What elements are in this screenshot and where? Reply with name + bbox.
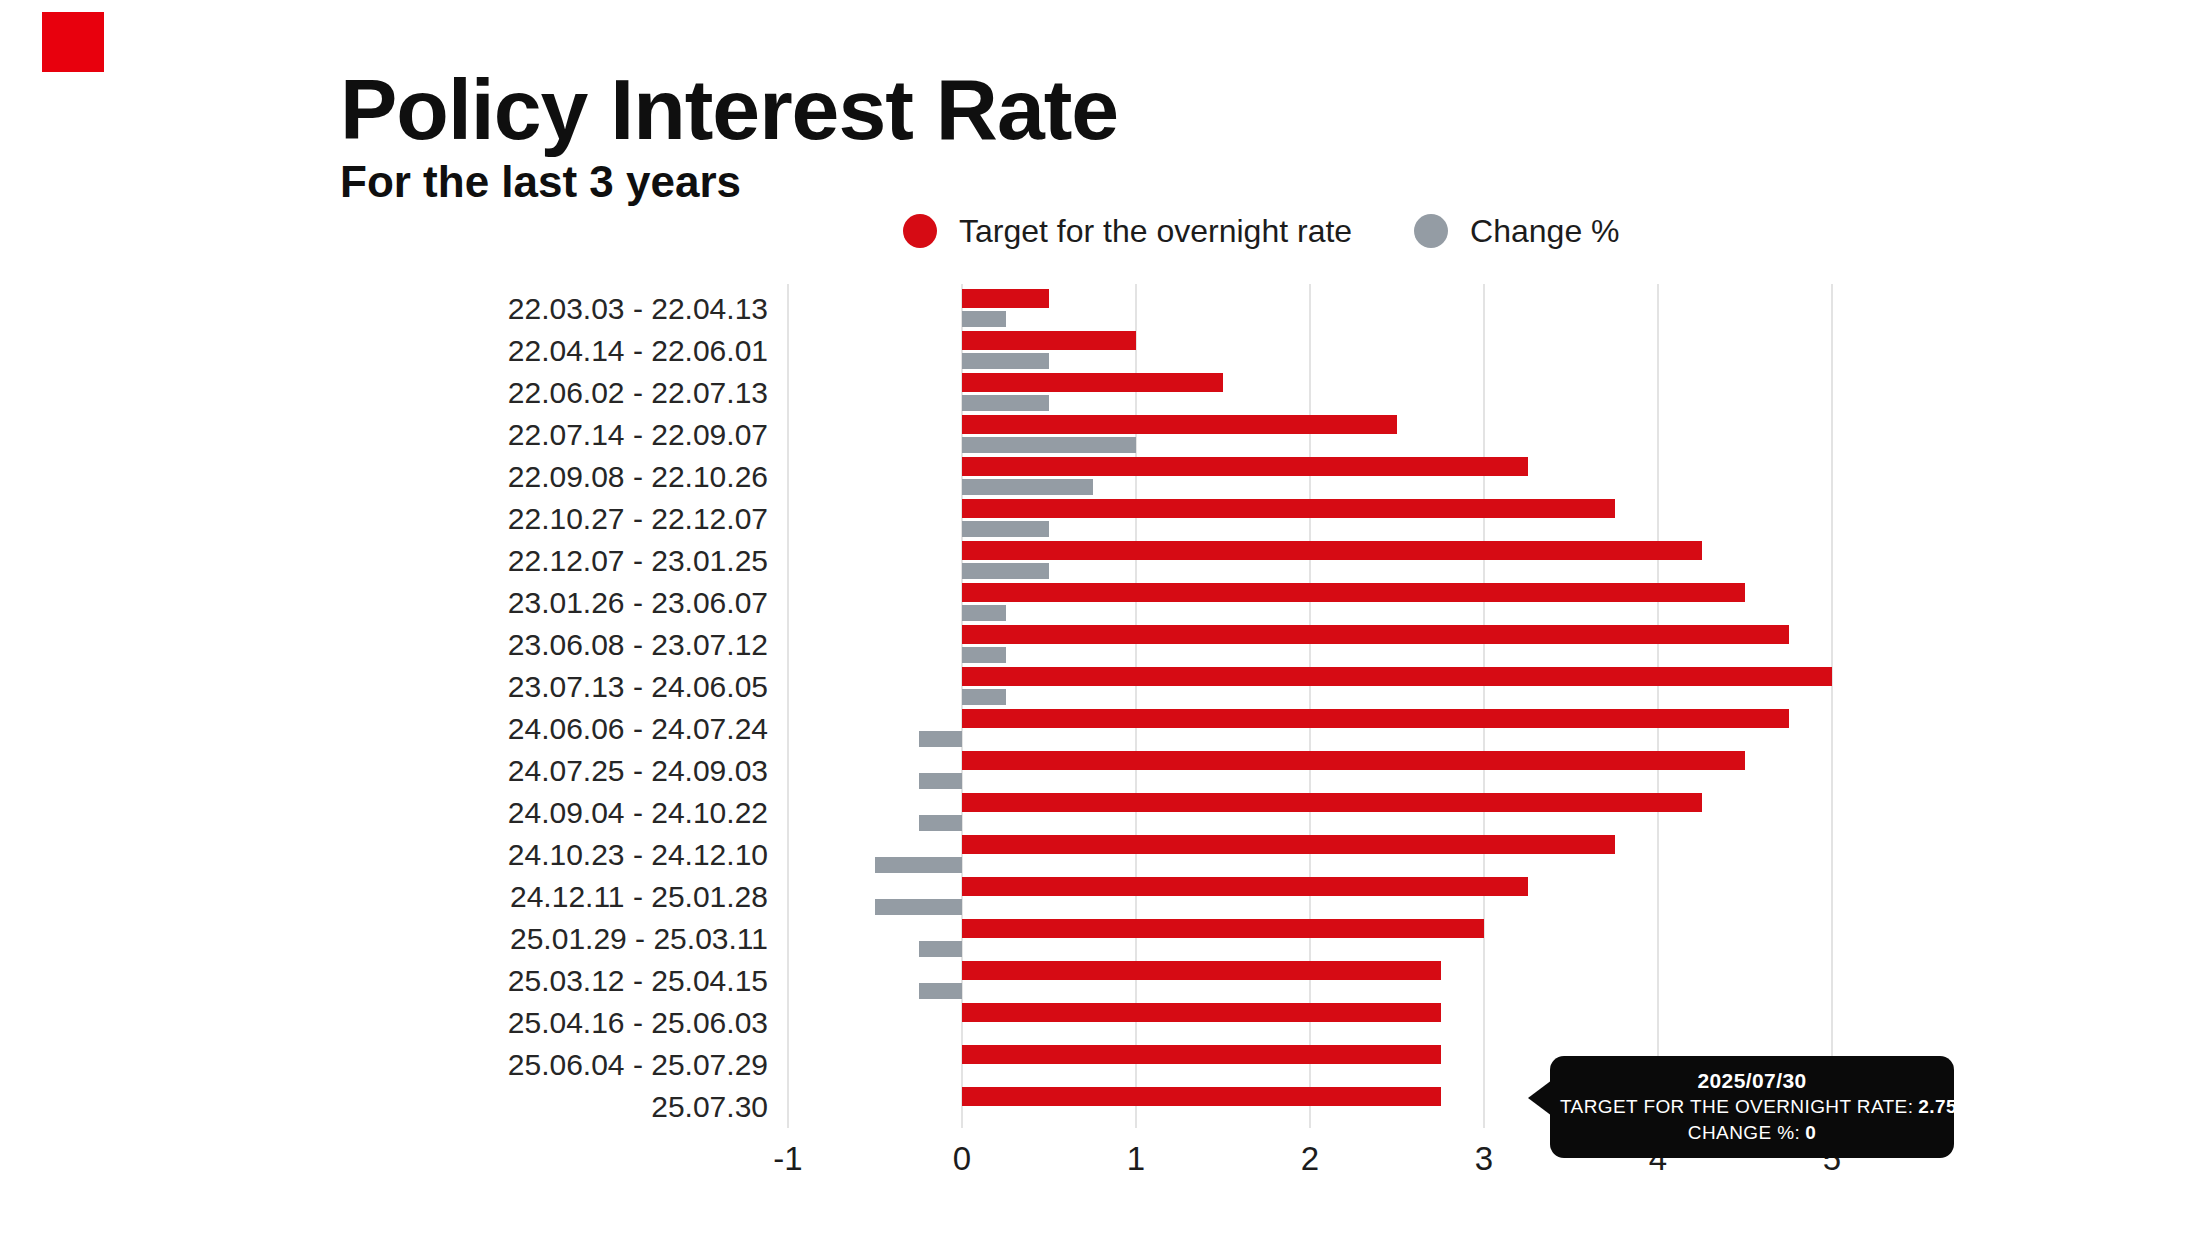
change-bar[interactable] — [919, 731, 963, 747]
legend-item-change[interactable]: Change % — [1414, 214, 1619, 248]
target-bar[interactable] — [962, 1087, 1441, 1106]
target-bar[interactable] — [962, 709, 1789, 728]
grid-line — [1483, 284, 1485, 1128]
category-label: 24.10.23 - 24.12.10 — [508, 834, 768, 876]
target-bar[interactable] — [962, 751, 1745, 770]
category-label: 23.01.26 - 23.06.07 — [508, 582, 768, 624]
grid-line — [1831, 284, 1833, 1128]
change-legend-dot-icon — [1414, 214, 1448, 248]
target-bar[interactable] — [962, 541, 1702, 560]
target-bar[interactable] — [962, 583, 1745, 602]
category-label: 22.10.27 - 22.12.07 — [508, 498, 768, 540]
category-label: 22.12.07 - 23.01.25 — [508, 540, 768, 582]
legend-item-target[interactable]: Target for the overnight rate — [903, 214, 1352, 248]
category-label: 25.03.12 - 25.04.15 — [508, 960, 768, 1002]
category-label: 24.07.25 - 24.09.03 — [508, 750, 768, 792]
chart-tooltip: 2025/07/30 TARGET FOR THE OVERNIGHT RATE… — [1550, 1056, 1954, 1158]
change-bar[interactable] — [919, 941, 963, 957]
chart-canvas: Policy Interest Rate For the last 3 year… — [0, 0, 2200, 1237]
target-bar[interactable] — [962, 499, 1615, 518]
target-bar[interactable] — [962, 373, 1223, 392]
change-bar[interactable] — [962, 521, 1049, 537]
change-bar[interactable] — [919, 815, 963, 831]
target-bar[interactable] — [962, 625, 1789, 644]
category-label: 22.06.02 - 22.07.13 — [508, 372, 768, 414]
target-bar[interactable] — [962, 1003, 1441, 1022]
tooltip-rate-value: 2.75% — [1918, 1096, 1974, 1117]
category-label: 24.09.04 - 24.10.22 — [508, 792, 768, 834]
category-label: 22.09.08 - 22.10.26 — [508, 456, 768, 498]
change-bar[interactable] — [962, 647, 1006, 663]
grid-line — [1657, 284, 1659, 1128]
legend: Target for the overnight rate Change % — [903, 214, 1620, 248]
tooltip-date: 2025/07/30 — [1560, 1068, 1944, 1094]
tooltip-rate-label: TARGET FOR THE OVERNIGHT RATE: — [1560, 1096, 1913, 1117]
category-label: 22.03.03 - 22.04.13 — [508, 288, 768, 330]
x-tick-label: 3 — [1439, 1140, 1529, 1178]
category-label: 25.06.04 - 25.07.29 — [508, 1044, 768, 1086]
legend-label-target: Target for the overnight rate — [959, 214, 1352, 248]
change-bar[interactable] — [962, 563, 1049, 579]
category-label: 22.07.14 - 22.09.07 — [508, 414, 768, 456]
tooltip-change-line: CHANGE %:0 — [1560, 1120, 1944, 1146]
x-tick-label: 2 — [1265, 1140, 1355, 1178]
page-subtitle: For the last 3 years — [340, 157, 741, 207]
change-bar[interactable] — [962, 605, 1006, 621]
category-label: 23.07.13 - 24.06.05 — [508, 666, 768, 708]
target-bar[interactable] — [962, 961, 1441, 980]
target-bar[interactable] — [962, 793, 1702, 812]
page-title: Policy Interest Rate — [340, 60, 1118, 159]
change-bar[interactable] — [962, 395, 1049, 411]
change-bar[interactable] — [962, 353, 1049, 369]
target-bar[interactable] — [962, 415, 1397, 434]
change-bar[interactable] — [919, 983, 963, 999]
target-bar[interactable] — [962, 331, 1136, 350]
x-tick-label: 0 — [917, 1140, 1007, 1178]
tooltip-rate-line: TARGET FOR THE OVERNIGHT RATE:2.75% — [1560, 1094, 1944, 1120]
category-label: 24.06.06 - 24.07.24 — [508, 708, 768, 750]
x-tick-label: 1 — [1091, 1140, 1181, 1178]
logo-mark — [42, 12, 104, 72]
category-label: 24.12.11 - 25.01.28 — [510, 876, 768, 918]
tooltip-change-value: 0 — [1805, 1122, 1816, 1143]
legend-label-change: Change % — [1470, 214, 1619, 248]
target-bar[interactable] — [962, 1045, 1441, 1064]
grid-line — [1135, 284, 1137, 1128]
change-bar[interactable] — [962, 311, 1006, 327]
target-bar[interactable] — [962, 667, 1832, 686]
target-bar[interactable] — [962, 877, 1528, 896]
category-label: 25.07.30 — [651, 1086, 768, 1128]
target-bar[interactable] — [962, 457, 1528, 476]
target-legend-dot-icon — [903, 214, 937, 248]
category-label: 23.06.08 - 23.07.12 — [508, 624, 768, 666]
tooltip-arrow-icon — [1528, 1080, 1552, 1116]
tooltip-change-label: CHANGE %: — [1688, 1122, 1800, 1143]
x-tick-label: -1 — [743, 1140, 833, 1178]
category-label: 22.04.14 - 22.06.01 — [508, 330, 768, 372]
change-bar[interactable] — [962, 689, 1006, 705]
change-bar[interactable] — [875, 899, 962, 915]
change-bar[interactable] — [962, 437, 1136, 453]
grid-line — [787, 284, 789, 1128]
target-bar[interactable] — [962, 919, 1484, 938]
category-label: 25.04.16 - 25.06.03 — [508, 1002, 768, 1044]
grid-line — [1309, 284, 1311, 1128]
change-bar[interactable] — [919, 773, 963, 789]
target-bar[interactable] — [962, 835, 1615, 854]
category-label: 25.01.29 - 25.03.11 — [510, 918, 768, 960]
target-bar[interactable] — [962, 289, 1049, 308]
change-bar[interactable] — [962, 479, 1093, 495]
change-bar[interactable] — [875, 857, 962, 873]
